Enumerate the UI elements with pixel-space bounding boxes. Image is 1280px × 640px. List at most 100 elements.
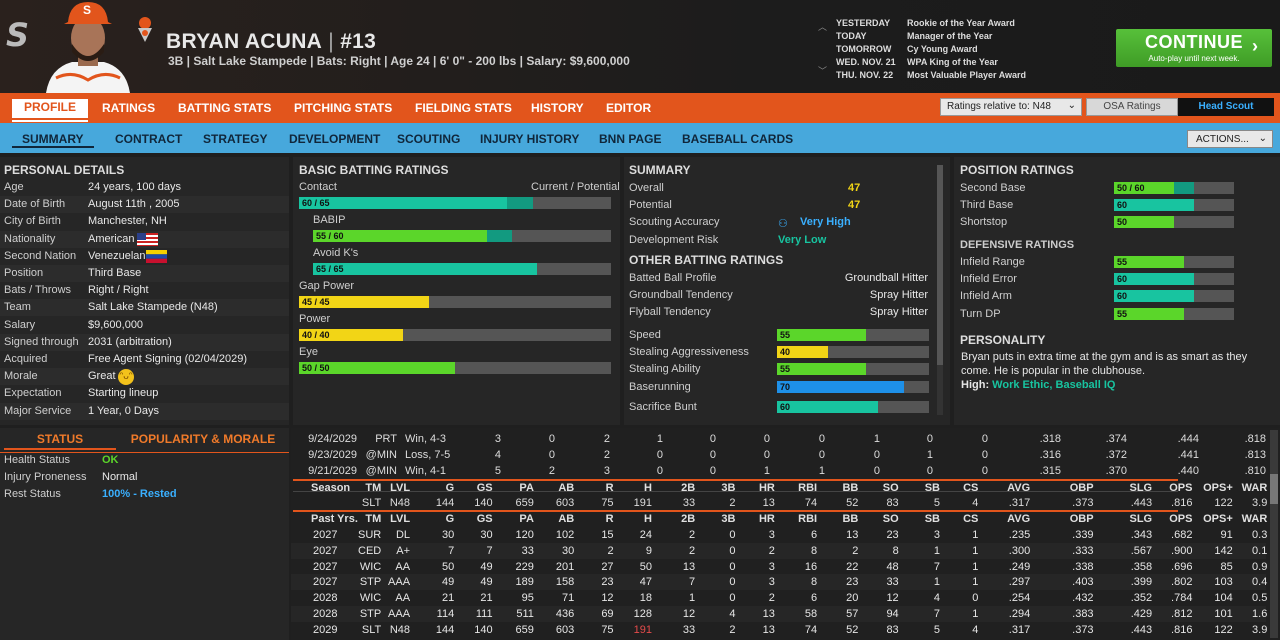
column-header[interactable]: TM (365, 513, 382, 525)
detail-value: Third Base (88, 267, 142, 279)
current-fill (299, 362, 455, 374)
tab-summary[interactable]: SUMMARY (12, 132, 94, 148)
stats-scrollbar[interactable] (1270, 430, 1278, 638)
column-header[interactable]: TM (365, 482, 382, 494)
tab-fielding-stats[interactable]: FIELDING STATS (415, 101, 512, 115)
actions-dropdown[interactable]: ACTIONS... ⌄ (1187, 130, 1273, 148)
stats-cell: 22 (846, 560, 859, 573)
tab-baseball-cards[interactable]: BASEBALL CARDS (682, 132, 794, 146)
column-header[interactable]: OBP (1069, 513, 1094, 525)
stats-cell: 2 (689, 529, 696, 541)
column-header[interactable]: Season (311, 482, 351, 494)
column-header[interactable]: RBI (798, 513, 818, 525)
tab-contract[interactable]: CONTRACT (115, 132, 183, 146)
stats-cell: .317 (1008, 623, 1031, 636)
stats-cell: 50 (441, 560, 455, 573)
column-header[interactable]: 2B (681, 482, 696, 494)
column-header[interactable]: CS (963, 482, 979, 494)
event-text: WPA King of the Year (907, 57, 998, 67)
event-day: TOMORROW (836, 44, 892, 54)
stats-cell: 102 (555, 529, 575, 541)
column-header[interactable]: R (605, 482, 614, 494)
rating-bar: 55 (777, 329, 929, 341)
tab-pitching-stats[interactable]: PITCHING STATS (294, 101, 393, 115)
stats-cell: 1 (933, 544, 940, 557)
stats-cell: 2029 (313, 623, 338, 636)
column-header[interactable]: H (644, 513, 652, 525)
column-header[interactable]: SB (924, 482, 940, 494)
column-header[interactable]: BB (842, 482, 859, 494)
stats-cell: 30 (480, 529, 493, 541)
events-up-arrow-icon[interactable]: ︿ (818, 22, 828, 32)
rating-bar: 50 / 50 (299, 362, 611, 374)
column-header[interactable]: AB (558, 513, 575, 525)
column-header[interactable]: WAR (1241, 482, 1268, 494)
tab-history[interactable]: HISTORY (531, 101, 584, 115)
column-header[interactable]: 2B (681, 513, 696, 525)
column-header[interactable]: BB (842, 513, 859, 525)
column-header[interactable]: OPS (1169, 482, 1193, 494)
column-header[interactable]: R (605, 513, 614, 525)
stats-cell: .441 (1177, 449, 1199, 461)
column-header[interactable]: 3B (721, 482, 736, 494)
summary-label: Development Risk (629, 233, 719, 246)
column-header[interactable]: OBP (1069, 482, 1094, 494)
stats-cell: Win, 4-1 (405, 465, 446, 477)
column-header[interactable]: GS (476, 482, 493, 494)
tab-editor[interactable]: EDITOR (606, 101, 652, 115)
summary-scrollbar[interactable] (937, 165, 943, 415)
stats-cell: 1 (972, 576, 979, 589)
column-header[interactable]: G (445, 482, 455, 494)
personality-text: Bryan puts in extra time at the gym and … (961, 351, 1248, 391)
tab-ratings[interactable]: RATINGS (102, 101, 156, 115)
events-down-arrow-icon[interactable]: ﹀ (818, 66, 828, 76)
column-header[interactable]: GS (476, 513, 493, 525)
head-scout-toggle[interactable]: Head Scout (1178, 98, 1274, 116)
stats-cell: 0 (709, 449, 716, 461)
column-header[interactable]: G (445, 513, 455, 525)
tab-strategy[interactable]: STRATEGY (203, 132, 268, 146)
column-header[interactable]: OPS+ (1203, 513, 1233, 525)
stats-cell: 0.4 (1252, 576, 1268, 589)
column-header[interactable]: 3B (721, 513, 736, 525)
tab-development[interactable]: DEVELOPMENT (289, 132, 381, 146)
column-header[interactable]: PA (519, 482, 534, 494)
column-header[interactable]: OPS (1169, 513, 1193, 525)
column-header[interactable]: WAR (1241, 513, 1268, 525)
tab-bnn-page[interactable]: BNN PAGE (599, 132, 662, 146)
column-header[interactable]: AVG (1007, 482, 1031, 494)
column-header[interactable]: SLG (1129, 513, 1153, 525)
column-header[interactable]: PA (519, 513, 534, 525)
tab-injury-history[interactable]: INJURY HISTORY (480, 132, 580, 146)
stats-cell: .352 (1130, 592, 1153, 605)
tab-batting-stats[interactable]: BATTING STATS (178, 101, 272, 115)
stats-cell: 2 (548, 465, 555, 477)
column-header[interactable]: LVL (390, 482, 411, 494)
column-header[interactable]: AB (558, 482, 575, 494)
column-header[interactable]: H (644, 482, 652, 494)
column-header[interactable]: HR (758, 482, 775, 494)
column-header[interactable]: CS (963, 513, 979, 525)
column-header[interactable]: Past Yrs. (311, 513, 358, 525)
stats-cell: .429 (1130, 608, 1153, 620)
column-header[interactable]: SLG (1129, 482, 1153, 494)
continue-button[interactable]: CONTINUE Auto-play until next week. › (1116, 29, 1272, 67)
osa-ratings-toggle[interactable]: OSA Ratings (1086, 98, 1178, 116)
tab-scouting[interactable]: SCOUTING (397, 132, 461, 146)
tab-popularity-morale[interactable]: POPULARITY & MORALE (130, 432, 276, 446)
ratings-relative-dropdown[interactable]: Ratings relative to: N48 ⌄ (940, 98, 1082, 116)
stats-cell: .383 (1072, 608, 1094, 620)
column-header[interactable]: LVL (390, 513, 411, 525)
stats-cell: .682 (1171, 529, 1193, 541)
column-header[interactable]: HR (758, 513, 775, 525)
tab-profile[interactable]: PROFILE (12, 99, 89, 122)
column-header[interactable]: SO (882, 482, 899, 494)
app-logo[interactable]: S (6, 16, 30, 54)
column-header[interactable]: OPS+ (1203, 482, 1233, 494)
tab-status[interactable]: STATUS (4, 432, 116, 450)
column-header[interactable]: SO (882, 513, 899, 525)
column-header[interactable]: RBI (798, 482, 818, 494)
column-header[interactable]: AVG (1007, 513, 1031, 525)
stats-cell: 49 (441, 576, 455, 589)
column-header[interactable]: SB (924, 513, 940, 525)
